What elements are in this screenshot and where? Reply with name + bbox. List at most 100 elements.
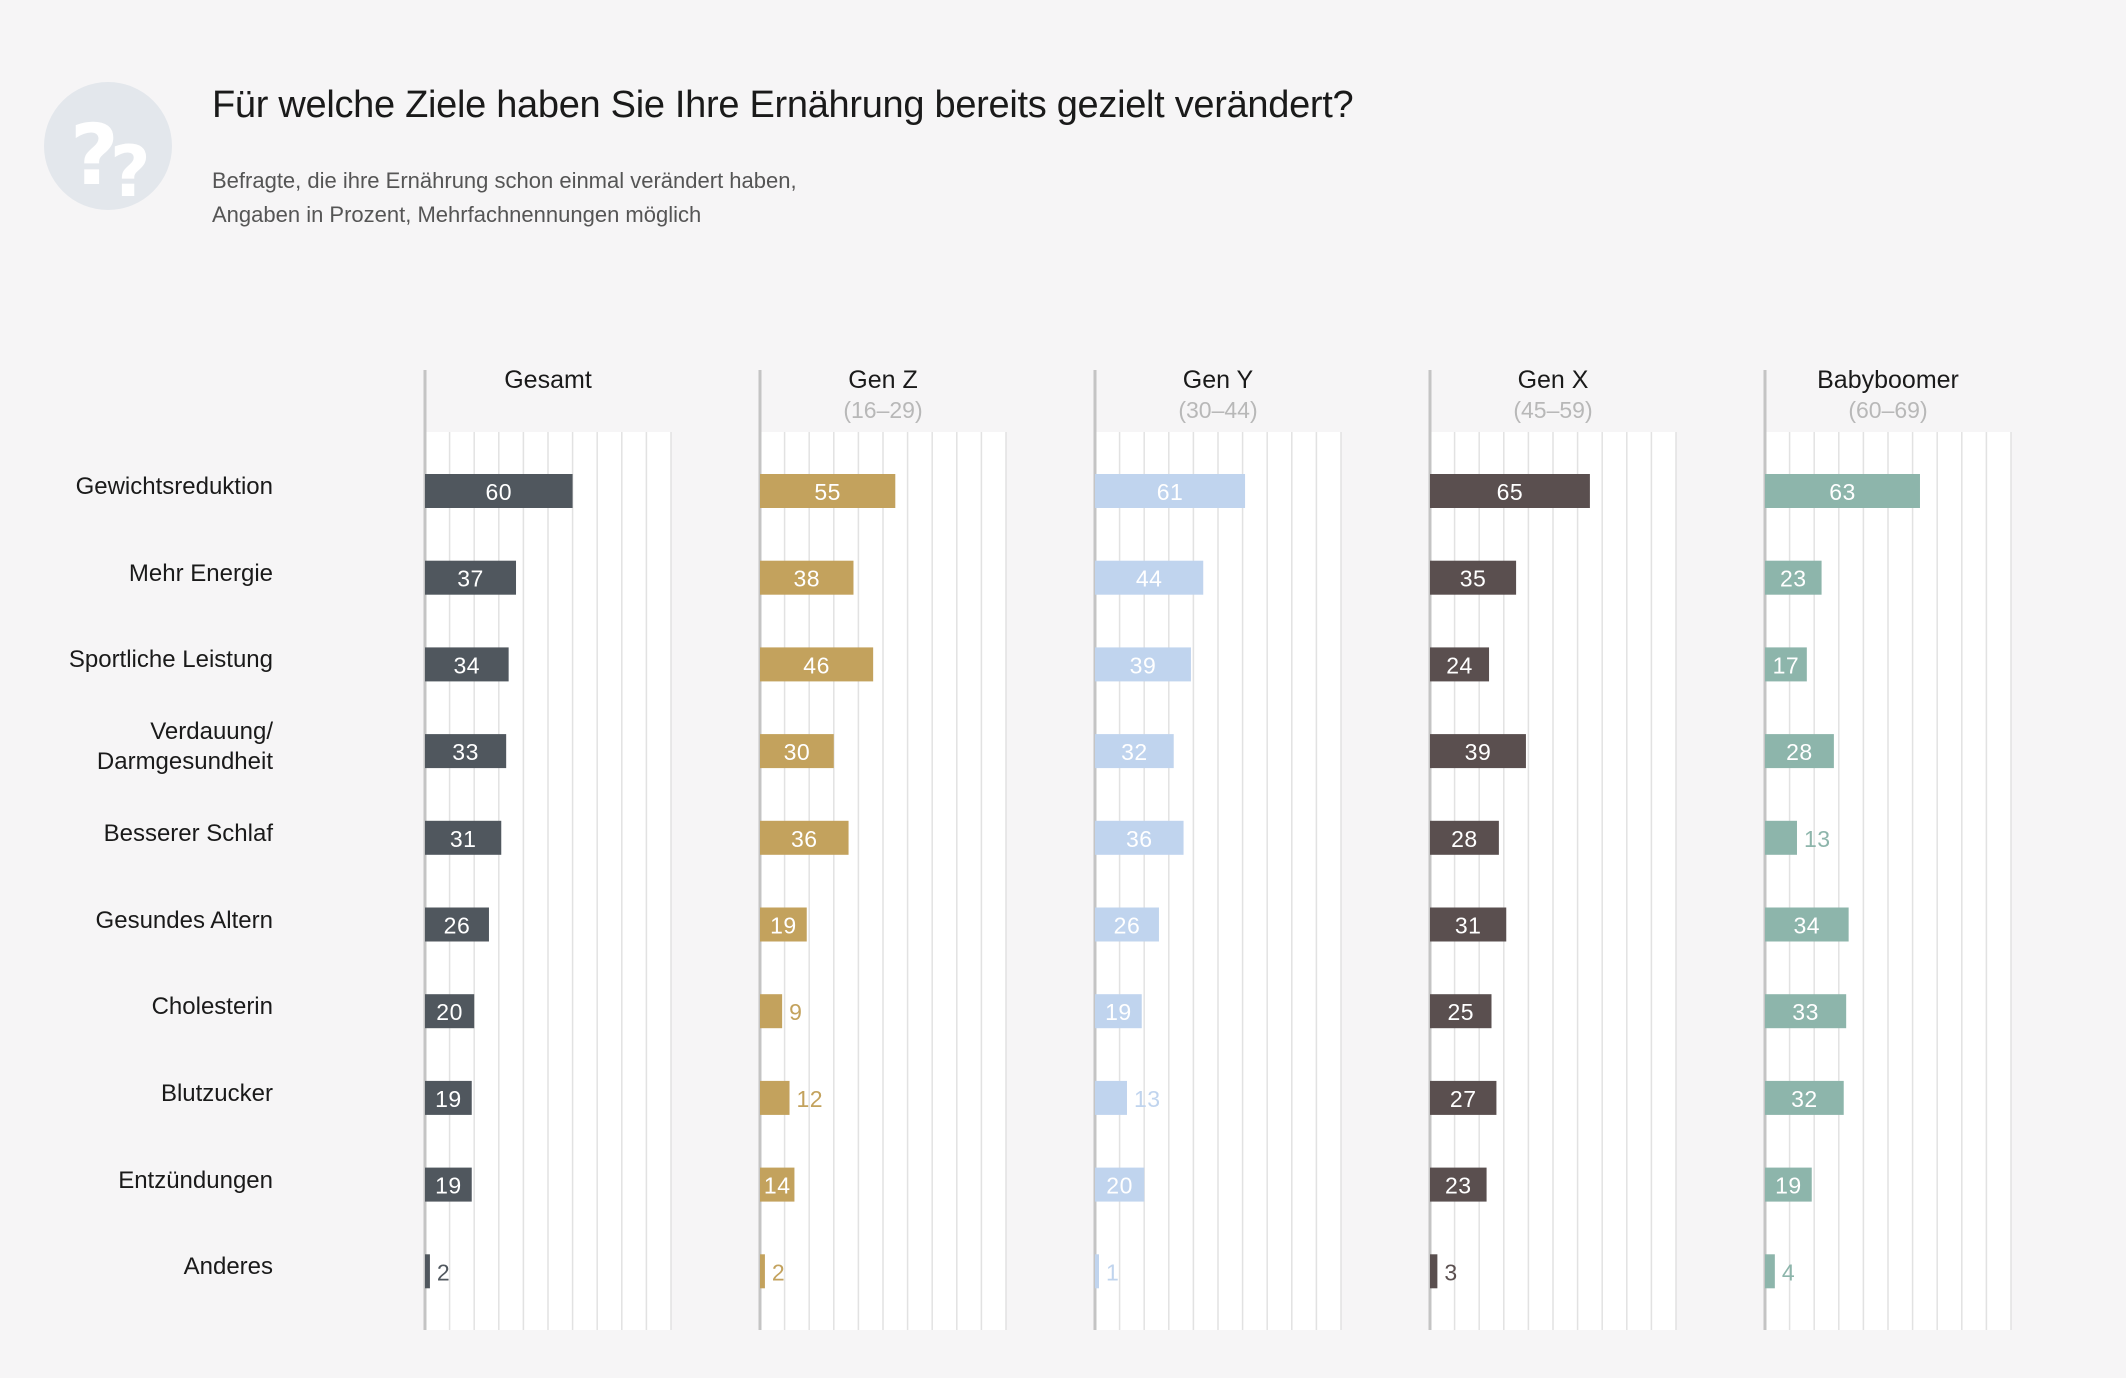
value-label-babyboomer-9: 19: [1775, 1173, 1802, 1199]
value-label-gesamt-7: 20: [436, 999, 463, 1025]
bar-gesamt-9: [425, 1167, 472, 1202]
bar-gesamt-7: [425, 994, 475, 1029]
bar-gesamt-8: [425, 1080, 472, 1115]
bar-gen-x-1: [1430, 474, 1590, 508]
bar-gen-y-9: [1095, 1167, 1145, 1202]
bar-gen-x-3: [1430, 647, 1490, 682]
value-label-gen-z-3: 46: [803, 652, 830, 678]
bar-gen-x-8: [1430, 1080, 1497, 1115]
category-label-4: Verdauung/Darmgesundheit: [96, 718, 273, 776]
bar-babyboomer-5: [1765, 820, 1797, 855]
value-label-gen-x-1: 65: [1497, 479, 1524, 505]
category-label-3: Sportliche Leistung: [68, 646, 273, 674]
value-label-babyboomer-8: 32: [1791, 1086, 1818, 1112]
column-header-babyboomer: Babyboomer: [1817, 366, 1959, 394]
bar-babyboomer-4: [1765, 734, 1834, 769]
value-label-babyboomer-10: 4: [1782, 1259, 1795, 1285]
chart-title: Für welche Ziele haben Sie Ihre Ernährun…: [212, 84, 1354, 126]
value-label-gen-y-7: 19: [1105, 999, 1132, 1025]
value-label-babyboomer-1: 63: [1829, 479, 1856, 505]
value-label-gen-y-8: 13: [1134, 1086, 1161, 1112]
bar-babyboomer-2: [1765, 560, 1822, 595]
bar-gen-x-2: [1430, 560, 1517, 595]
value-label-babyboomer-5: 13: [1804, 826, 1831, 852]
value-label-gesamt-4: 33: [452, 739, 479, 765]
value-label-gesamt-6: 26: [444, 913, 471, 939]
value-label-gen-y-9: 20: [1106, 1173, 1133, 1199]
bar-gen-y-8: [1095, 1080, 1127, 1115]
bar-babyboomer-3: [1765, 647, 1807, 682]
value-label-gesamt-9: 19: [435, 1173, 462, 1199]
svg-text:?: ?: [110, 131, 151, 212]
category-label-2: Mehr Energie: [128, 559, 273, 587]
value-label-gesamt-3: 34: [454, 652, 481, 678]
value-label-gen-y-4: 32: [1121, 739, 1148, 765]
bar-gesamt-6: [425, 907, 489, 942]
bar-babyboomer-8: [1765, 1080, 1844, 1115]
bar-gen-z-3: [760, 647, 874, 682]
bar-gen-y-10: [1095, 1254, 1099, 1289]
value-label-gen-z-9: 14: [764, 1173, 791, 1199]
value-label-gen-x-4: 39: [1465, 739, 1492, 765]
bar-gen-z-5: [760, 820, 849, 855]
column-header-gen-z: Gen Z: [848, 366, 917, 394]
value-label-gen-x-7: 25: [1447, 999, 1474, 1025]
chart-subtitle-line-1: Befragte, die ihre Ernährung schon einma…: [212, 168, 797, 193]
bar-gen-z-10: [760, 1254, 765, 1289]
value-label-gen-z-4: 30: [784, 739, 811, 765]
bar-gen-y-5: [1095, 820, 1184, 855]
bar-gen-y-6: [1095, 907, 1159, 942]
bar-gen-y-2: [1095, 560, 1204, 595]
value-label-gen-y-2: 44: [1136, 566, 1163, 592]
bar-gen-y-3: [1095, 647, 1191, 682]
bar-gesamt-4: [425, 734, 507, 769]
value-label-babyboomer-3: 17: [1773, 652, 1800, 678]
column-header-gen-y: Gen Y: [1183, 366, 1254, 394]
column-range-babyboomer: (60–69): [1848, 397, 1927, 423]
value-label-gen-y-10: 1: [1106, 1259, 1119, 1285]
bar-gesamt-1: [425, 474, 573, 508]
value-label-gen-y-1: 61: [1157, 479, 1184, 505]
bar-gen-x-10: [1430, 1254, 1438, 1289]
value-label-gen-z-10: 2: [772, 1259, 785, 1285]
value-label-gesamt-5: 31: [450, 826, 477, 852]
bar-gen-z-1: [760, 474, 896, 508]
value-label-gen-y-5: 36: [1126, 826, 1153, 852]
bar-gen-z-8: [760, 1080, 790, 1115]
value-label-gesamt-1: 60: [486, 479, 513, 505]
bar-babyboomer-6: [1765, 907, 1849, 942]
bar-gen-x-5: [1430, 820, 1499, 855]
bar-gesamt-2: [425, 560, 517, 595]
category-label-6: Gesundes Altern: [95, 906, 273, 934]
bar-gen-z-9: [760, 1167, 795, 1202]
value-label-gen-x-8: 27: [1450, 1086, 1477, 1112]
bar-gen-y-1: [1095, 474, 1246, 508]
value-label-gen-z-5: 36: [791, 826, 818, 852]
question-marks-icon: ? ?: [44, 82, 172, 212]
bar-gesamt-3: [425, 647, 509, 682]
value-label-gen-x-3: 24: [1446, 652, 1473, 678]
bar-gen-y-4: [1095, 734, 1174, 769]
column-range-gen-y: (30–44): [1178, 397, 1257, 423]
category-label-8: Blutzucker: [160, 1079, 273, 1107]
value-label-gen-z-6: 19: [770, 913, 797, 939]
column-header-gen-x: Gen X: [1518, 366, 1589, 394]
value-label-gen-x-5: 28: [1451, 826, 1478, 852]
value-label-gen-z-1: 55: [814, 479, 841, 505]
bar-gen-x-6: [1430, 907, 1507, 942]
category-label-10: Anderes: [183, 1253, 273, 1281]
bar-babyboomer-9: [1765, 1167, 1812, 1202]
value-label-gen-x-2: 35: [1460, 566, 1487, 592]
value-label-gen-x-6: 31: [1455, 913, 1482, 939]
value-label-gen-z-8: 12: [797, 1086, 824, 1112]
value-label-gen-z-2: 38: [793, 566, 820, 592]
svg-text:?: ?: [70, 106, 119, 204]
value-label-babyboomer-4: 28: [1786, 739, 1813, 765]
value-label-babyboomer-2: 23: [1780, 566, 1807, 592]
category-label-9: Entzündungen: [118, 1166, 273, 1194]
value-label-gen-x-10: 3: [1444, 1259, 1457, 1285]
value-label-gesamt-2: 37: [457, 566, 484, 592]
category-label-5: Besserer Schlaf: [103, 819, 273, 847]
chart-subtitle-line-2: Angaben in Prozent, Mehrfachnennungen mö…: [212, 202, 702, 227]
